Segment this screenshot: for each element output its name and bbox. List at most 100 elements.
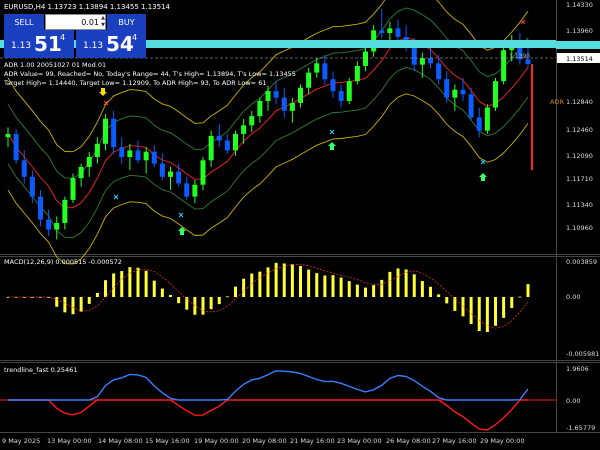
candle-body xyxy=(501,50,507,82)
signal-cross-icon xyxy=(329,129,335,135)
price-tick: 1.10960 xyxy=(566,224,593,232)
time-tick: 29 May 00:00 xyxy=(480,437,525,445)
signal-cross-icon xyxy=(520,19,526,25)
candle xyxy=(135,140,141,164)
candle-body xyxy=(265,91,271,101)
candle-body xyxy=(330,79,336,92)
candle-body xyxy=(78,166,84,179)
buy-button[interactable]: BUY xyxy=(107,14,146,30)
candle xyxy=(5,127,11,148)
candle xyxy=(476,107,482,138)
time-tick: 19 May 00:00 xyxy=(194,437,239,445)
candle-body xyxy=(338,91,344,101)
price-tick: 1.11340 xyxy=(566,201,593,209)
macd-bar xyxy=(518,296,522,298)
candle xyxy=(200,157,206,190)
candle xyxy=(322,54,328,85)
macd-bar xyxy=(209,297,213,310)
candle xyxy=(289,97,295,123)
candle xyxy=(436,54,442,85)
candle xyxy=(468,87,474,121)
candle-body xyxy=(241,125,247,134)
macd-bar xyxy=(347,281,351,297)
candle-body xyxy=(54,222,60,230)
candle-body xyxy=(306,72,312,88)
candle xyxy=(176,163,182,187)
macd-bar xyxy=(412,274,416,297)
macd-bar xyxy=(282,263,286,297)
macd-bar xyxy=(323,275,327,297)
macd-bar xyxy=(185,297,189,310)
macd-bar xyxy=(242,278,246,297)
candle-body xyxy=(233,133,238,151)
macd-bar xyxy=(437,294,441,297)
candle-body xyxy=(103,118,108,144)
buy-arrow-icon xyxy=(328,142,336,150)
adr-line-3: Target High= 1.14440, Target Low= 1.1290… xyxy=(3,79,266,87)
trend-negative-line xyxy=(8,399,528,431)
ask-price-button[interactable]: 1.13 54 4 xyxy=(76,30,146,58)
candle xyxy=(54,216,60,240)
candle-body xyxy=(452,89,458,98)
macd-signal-line xyxy=(8,263,529,329)
bid-price-button[interactable]: 1.13 51 4 xyxy=(4,30,74,58)
candle-body xyxy=(346,81,352,101)
macd-bar xyxy=(104,280,107,297)
candle xyxy=(29,170,35,204)
candle xyxy=(501,44,507,85)
price-tick: 1.12090 xyxy=(566,152,593,160)
candle-body xyxy=(419,58,425,65)
trendline-tick: 0.00 xyxy=(566,397,580,405)
candle-body xyxy=(5,133,11,138)
lot-size-input[interactable]: 0.01 ▲ ▼ xyxy=(45,14,106,30)
candle-body xyxy=(493,81,498,108)
candle xyxy=(119,137,125,164)
candle xyxy=(216,124,222,148)
candle xyxy=(38,189,43,227)
candle-body xyxy=(436,63,442,80)
resistance-level-tag xyxy=(556,41,600,49)
lot-spinner-icon[interactable]: ▲ ▼ xyxy=(101,15,105,28)
macd-bar xyxy=(396,268,400,297)
candle-body xyxy=(111,118,117,148)
adr-line-1: ADR 1.00 20051027 01 Mod 01 xyxy=(4,61,106,69)
resistance-level-band[interactable] xyxy=(0,40,556,48)
candle-body xyxy=(289,102,295,111)
candle xyxy=(452,84,458,111)
macd-bar xyxy=(152,280,156,297)
candle-body xyxy=(428,58,433,64)
candle-body xyxy=(224,140,230,151)
candle-body xyxy=(395,28,401,37)
macd-bar xyxy=(30,297,34,298)
macd-bar xyxy=(266,267,270,297)
candle-body xyxy=(159,163,165,177)
macd-bar xyxy=(420,281,424,297)
candle xyxy=(354,61,360,85)
macd-bar xyxy=(461,297,465,317)
trendline-tick: -1.65779 xyxy=(566,424,595,432)
candle xyxy=(21,150,27,184)
time-tick: 20 May 08:00 xyxy=(242,437,287,445)
macd-bar xyxy=(485,297,489,332)
candle xyxy=(249,110,255,132)
candle xyxy=(94,137,100,164)
candle-body xyxy=(29,176,35,197)
candle xyxy=(428,44,433,68)
candle xyxy=(265,85,271,111)
candle xyxy=(314,58,320,78)
macd-bar xyxy=(477,297,481,331)
upper-band-outer xyxy=(7,0,529,153)
channel-bands xyxy=(7,0,533,265)
candle xyxy=(330,71,336,98)
macd-axis: 0.003859 0.00 -0.005981 xyxy=(566,258,599,358)
candle-body xyxy=(176,171,182,184)
macd-bar xyxy=(339,277,343,297)
macd-bar xyxy=(39,297,42,298)
sell-button[interactable]: SELL xyxy=(4,14,44,30)
ask-price-pips: 54 xyxy=(106,32,134,56)
macd-bar xyxy=(169,294,172,297)
candle-body xyxy=(13,133,19,161)
pane-borders xyxy=(0,0,600,433)
macd-bar xyxy=(388,271,392,297)
